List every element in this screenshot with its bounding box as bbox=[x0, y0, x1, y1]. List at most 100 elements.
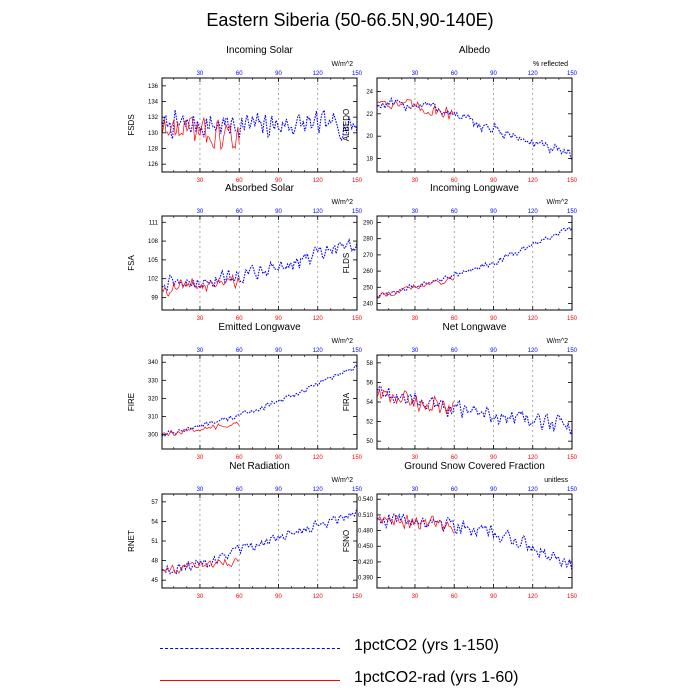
legend-label: 1pctCO2 (yrs 1-150) bbox=[354, 637, 499, 654]
x-tick-label-top: 150 bbox=[567, 487, 578, 493]
plot-frame bbox=[161, 77, 358, 173]
x-tick-label-bottom: 120 bbox=[313, 316, 324, 322]
chart-panel-fsds: Incoming Solar W/m^2 FSDS 30 30 60 60 90 90 120 12… bbox=[127, 45, 363, 184]
x-tick-label-top: 30 bbox=[197, 209, 204, 215]
x-tick-label-top: 120 bbox=[313, 71, 324, 77]
x-tick-label-top: 150 bbox=[352, 348, 363, 354]
series-line-1pctco2 bbox=[377, 226, 572, 299]
x-tick-label-bottom: 30 bbox=[412, 594, 419, 600]
units-label: W/m^2 bbox=[546, 338, 568, 345]
x-tick-label-top: 30 bbox=[197, 71, 204, 77]
x-tick-label-bottom: 60 bbox=[236, 178, 243, 184]
units-label: W/m^2 bbox=[331, 338, 353, 345]
x-tick-label-top: 90 bbox=[275, 487, 282, 493]
x-tick-label-bottom: 30 bbox=[197, 455, 204, 461]
x-tick-label-top: 150 bbox=[352, 487, 363, 493]
y-tick-label: 126 bbox=[148, 162, 159, 168]
y-axis-label: FLDS bbox=[342, 253, 351, 273]
x-tick-label-bottom: 90 bbox=[275, 316, 282, 322]
y-axis-label: FSA bbox=[127, 255, 136, 271]
x-tick-label-bottom: 60 bbox=[451, 178, 458, 184]
panel-title: Absorbed Solar bbox=[225, 183, 295, 194]
x-tick-label-top: 150 bbox=[567, 71, 578, 77]
x-tick-label-top: 30 bbox=[412, 348, 419, 354]
chart-panel-fira: Net Longwave W/m^2 FIRA 30 30 60 60 90 90 120 120 1… bbox=[342, 322, 578, 461]
plot-frame bbox=[376, 215, 573, 311]
chart-panel-fsno: Ground Snow Covered Fraction unitless FSNO… bbox=[342, 461, 578, 600]
y-tick-label: 310 bbox=[148, 414, 159, 420]
units-label: W/m^2 bbox=[331, 199, 353, 206]
panel-title: Net Longwave bbox=[443, 322, 507, 333]
y-axis-label: FSDS bbox=[127, 114, 136, 135]
chart-panel-fsa: Absorbed Solar W/m^2 FSA 30 30 60 60 90 90 120 120… bbox=[127, 183, 363, 322]
series-line-1pctco2 bbox=[377, 512, 572, 571]
y-tick-label: 240 bbox=[363, 302, 374, 308]
y-tick-label: 340 bbox=[148, 360, 159, 366]
figure-title: Eastern Siberia (50-66.5N,90-140E) bbox=[206, 10, 494, 30]
x-tick-label-top: 60 bbox=[236, 71, 243, 77]
x-tick-label-top: 120 bbox=[528, 487, 539, 493]
x-tick-label-top: 90 bbox=[275, 348, 282, 354]
units-label: W/m^2 bbox=[331, 61, 353, 68]
x-tick-label-bottom: 150 bbox=[567, 455, 578, 461]
x-tick-label-bottom: 30 bbox=[412, 455, 419, 461]
x-tick-label-top: 30 bbox=[412, 71, 419, 77]
y-tick-label: 260 bbox=[363, 269, 374, 275]
series-line-1pctco2-rad bbox=[162, 558, 240, 574]
x-tick-label-top: 60 bbox=[451, 487, 458, 493]
x-tick-label-bottom: 60 bbox=[451, 594, 458, 600]
series-line-1pctco2-rad bbox=[162, 273, 240, 297]
y-tick-label: 51 bbox=[151, 539, 158, 545]
y-tick-label: 99 bbox=[151, 295, 158, 301]
x-tick-label-bottom: 120 bbox=[528, 316, 539, 322]
y-tick-label: 108 bbox=[148, 239, 159, 245]
y-tick-label: 132 bbox=[148, 115, 159, 121]
x-tick-label-top: 90 bbox=[490, 487, 497, 493]
series-line-1pctco2 bbox=[377, 96, 572, 161]
x-tick-label-top: 120 bbox=[313, 487, 324, 493]
x-tick-label-bottom: 90 bbox=[275, 594, 282, 600]
x-tick-label-bottom: 30 bbox=[412, 178, 419, 184]
plot-frame bbox=[161, 354, 358, 450]
x-tick-label-bottom: 60 bbox=[236, 316, 243, 322]
x-tick-label-top: 30 bbox=[197, 348, 204, 354]
series-line-1pctco2 bbox=[162, 508, 357, 575]
x-tick-label-top: 60 bbox=[451, 348, 458, 354]
series-line-1pctco2 bbox=[377, 386, 572, 435]
y-tick-label: 128 bbox=[148, 147, 159, 153]
series-line-1pctco2-rad bbox=[162, 116, 240, 151]
x-tick-label-bottom: 90 bbox=[490, 316, 497, 322]
x-tick-label-top: 120 bbox=[313, 348, 324, 354]
units-label: unitless bbox=[544, 477, 568, 484]
x-tick-label-bottom: 120 bbox=[313, 178, 324, 184]
x-tick-label-top: 120 bbox=[313, 209, 324, 215]
series-line-1pctco2 bbox=[162, 108, 357, 142]
plot-frame bbox=[376, 493, 573, 589]
x-tick-label-top: 60 bbox=[236, 348, 243, 354]
x-tick-label-top: 60 bbox=[236, 487, 243, 493]
plot-frame bbox=[161, 215, 358, 311]
x-tick-label-top: 60 bbox=[451, 71, 458, 77]
units-label: W/m^2 bbox=[546, 199, 568, 206]
chart-panel-flds: Incoming Longwave W/m^2 FLDS 30 30 60 60 90 90 12… bbox=[342, 183, 578, 322]
x-tick-label-bottom: 30 bbox=[197, 178, 204, 184]
plot-frame bbox=[376, 77, 573, 173]
plot-frame bbox=[376, 354, 573, 450]
y-axis-label: FSNO bbox=[342, 530, 351, 552]
y-tick-label: 24 bbox=[366, 89, 373, 95]
chart-panel-fire: Emitted Longwave W/m^2 FIRE 30 30 60 60 90 90 120… bbox=[127, 322, 363, 461]
chart-grid: Incoming Solar W/m^2 FSDS 30 30 60 60 90 90 120 12… bbox=[127, 45, 578, 600]
x-tick-label-bottom: 120 bbox=[528, 455, 539, 461]
y-tick-label: 130 bbox=[148, 131, 159, 137]
x-tick-label-top: 90 bbox=[490, 209, 497, 215]
y-tick-label: 0.480 bbox=[358, 529, 374, 535]
plot-frame bbox=[161, 493, 358, 589]
x-tick-label-bottom: 120 bbox=[528, 594, 539, 600]
y-axis-label: FIRA bbox=[342, 392, 351, 411]
units-label: % reflected bbox=[533, 61, 568, 68]
y-tick-label: 48 bbox=[151, 559, 158, 565]
y-tick-label: 290 bbox=[363, 220, 374, 226]
y-tick-label: 22 bbox=[366, 112, 373, 118]
x-tick-label-top: 90 bbox=[275, 209, 282, 215]
x-tick-label-bottom: 30 bbox=[197, 594, 204, 600]
